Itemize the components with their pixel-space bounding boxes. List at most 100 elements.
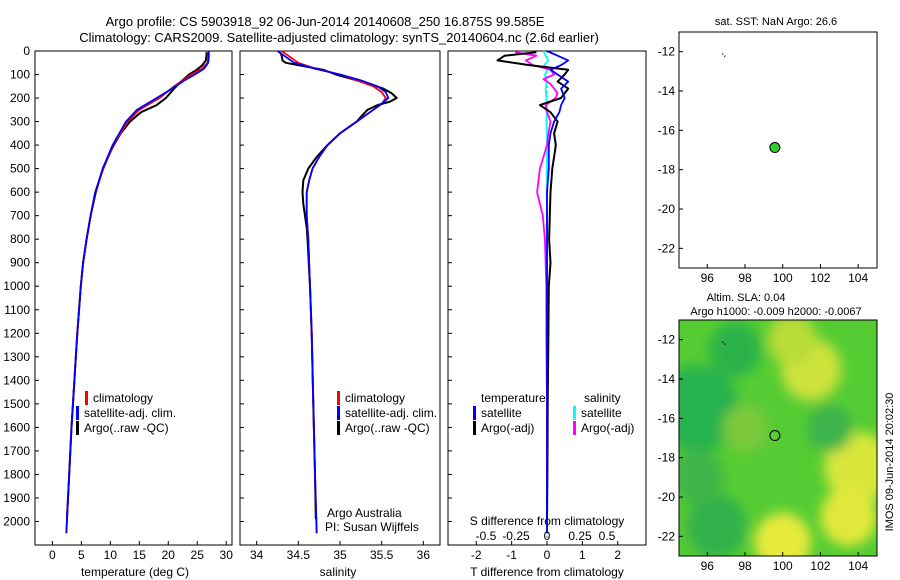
s-tick-m025: -0.25 [502,529,530,543]
satellite-salinity-line [276,50,390,534]
sla-map-anomaly-blob [709,321,762,378]
t-satellite-difference-line [546,50,570,534]
sla-map-anomaly-blob [754,512,811,556]
depth-tick-label: 1600 [3,420,30,434]
legend-sal-climatology: climatology [345,391,405,405]
depth-tick-label: 700 [10,209,30,223]
depth-tick-label: 900 [10,256,30,270]
difference-xtick-label: 1 [579,548,586,562]
legend-diff-s-argo: Argo(-adj) [581,421,634,435]
salinity-xtick-label: 35 [333,548,347,562]
temperature-xtick-label: 30 [220,548,234,562]
depth-tick-label: 1900 [3,491,30,505]
temperature-xtick-label: 15 [133,548,147,562]
s-tick-050: 0.5 [599,529,616,543]
sst-map-panel: 96 98 100 102 104 -12 -14 -16 -18 -20 -22 [658,31,878,285]
sla-map-float-track [721,341,727,347]
depth-tick-label: 500 [10,162,30,176]
sla-map-frame [678,319,878,557]
salinity-xlabel: salinity [320,565,357,579]
difference-xtick-label: -2 [471,548,482,562]
argo-australia-label: Argo Australia [327,506,402,520]
temperature-panel: 0100200300400500600700800900100011001200… [3,44,233,562]
temperature-xtick-label: 10 [104,548,118,562]
sla-map-lon-label: 104 [848,559,868,573]
salinity-axes-frame [239,50,441,546]
sst-map-lon-label: 98 [738,271,752,285]
salinity-xtick-label: 34.5 [287,548,311,562]
legend-swatch-s-satellite [573,406,576,420]
sst-map-lat-label: -20 [658,202,676,216]
sla-map-lon-label: 96 [701,559,715,573]
temperature-xtick-label: 0 [49,548,56,562]
sst-map-lat-label: -14 [658,84,676,98]
sst-map-lon-label: 100 [773,271,793,285]
depth-tick-label: 1700 [3,444,30,458]
difference-xtick-label: 2 [614,548,621,562]
depth-tick-label: 100 [10,68,30,82]
difference-xtick-label: 0 [544,548,551,562]
sla-map-anomaly-blob [679,449,725,505]
sla-map-anomaly-blob [807,404,853,452]
depth-tick-label: 1100 [4,303,30,317]
depth-tick-label: 800 [10,232,30,246]
sla-map-anomaly-blob [722,404,768,452]
depth-tick-label: 1500 [3,397,30,411]
sla-map-anomaly-blobs [679,320,877,556]
s-argo-difference-line [515,51,559,520]
sla-map-lat-label: -14 [658,372,676,386]
sst-map-float-position-marker [769,142,781,154]
legend-swatch-argo [76,421,79,435]
legend-swatch-sal-satellite [337,406,340,420]
depth-tick-label: 1200 [3,326,30,340]
depth-tick-label: 200 [10,91,30,105]
sla-map-lon-label: 100 [773,559,793,573]
depth-tick-label: 1000 [3,279,30,293]
legend-temp-climatology: climatology [93,391,153,405]
legend-swatch-t-satellite [473,406,476,420]
temperature-xlabel: temperature (deg C) [81,565,189,579]
sla-map-float-position-marker [769,430,781,442]
depth-tick-label: 1800 [3,467,30,481]
difference-panel: -2 -1 0 1 2 [447,50,647,562]
legend-swatch-sal-climatology [337,391,340,405]
s-tick-025: 0.25 [568,529,592,543]
sla-map-title-line1: Altim. SLA: 0.04 [707,292,786,304]
sst-map-lat-label: -16 [658,123,676,137]
depth-tick-label: 400 [10,138,30,152]
t-difference-xlabel: T difference from climatology [470,565,624,579]
sst-map-title: sat. SST: NaN Argo: 26.6 [715,16,837,28]
salinity-xtick-label: 34 [250,548,264,562]
sla-map-lat-label: -20 [658,490,676,504]
sla-map-lat-label: -12 [658,333,676,347]
legend-temp-argo: Argo(..raw -QC) [84,421,169,435]
salinity-xtick-label: 35.5 [370,548,394,562]
s-tick-m050: -0.5 [476,529,497,543]
legend-diff-salinity-title: salinity [584,391,621,405]
s-difference-label: S difference from climatology [470,514,625,528]
temperature-xtick-label: 5 [78,548,85,562]
sst-map-lon-label: 102 [810,271,830,285]
temperature-xtick-label: 20 [162,548,176,562]
satellite-temperature-line [65,51,210,534]
sla-map-lon-label: 98 [738,559,752,573]
sla-map-panel: 96 98 100 102 104 -12 -14 -16 -18 -20 -22 [658,319,878,573]
imos-timestamp: IMOS 09-Jun-2014 20:02:30 [884,393,896,532]
temperature-axes-frame [34,50,233,546]
depth-tick-label: 2000 [3,514,30,528]
sla-map-anomaly-blob [767,320,817,366]
s-tick-0: 0 [544,529,551,543]
legend-swatch-satellite [76,406,79,420]
figure-title-line2: Climatology: CARS2009. Satellite-adjuste… [79,30,599,45]
sla-map-title-line2: Argo h1000: -0.009 h2000: -0.0067 [690,306,861,318]
sla-map-lat-label: -18 [658,451,676,465]
t-argo-difference-line [496,51,570,520]
legend-diff-t-argo: Argo(-adj) [481,421,534,435]
sst-map-float-track [721,53,727,59]
sla-map-lat-label: -22 [658,529,676,543]
depth-tick-label: 1400 [3,373,30,387]
depth-tick-label: 0 [23,44,30,58]
salinity-panel: 34 34.5 35 35.5 36 [239,50,441,562]
sst-map-lat-label: -22 [658,241,676,255]
